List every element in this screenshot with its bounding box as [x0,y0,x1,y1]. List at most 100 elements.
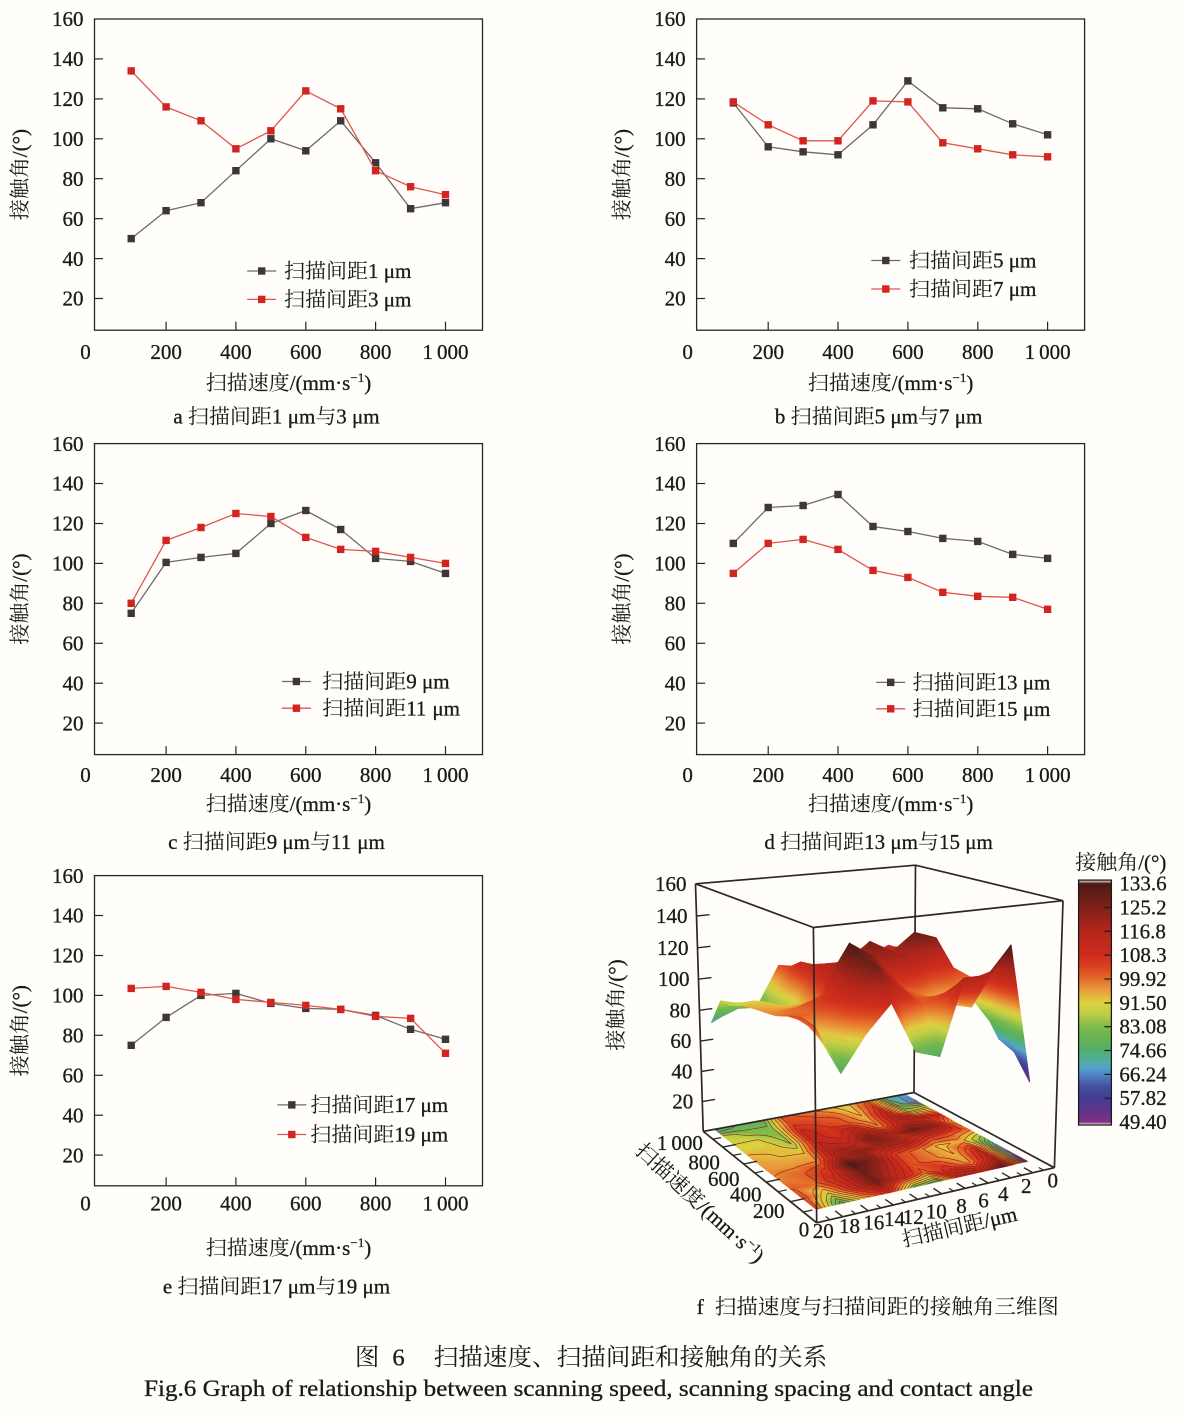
svg-text:8: 8 [956,1194,967,1218]
svg-text:600: 600 [892,763,924,787]
svg-text:d: d [764,830,775,854]
svg-text:1: 1 [1025,763,1036,787]
svg-text:120: 120 [52,87,84,111]
svg-text:/(°): /(°) [610,129,634,157]
svg-text:57.82: 57.82 [1119,1086,1166,1110]
svg-text:120: 120 [52,944,84,968]
svg-text:160: 160 [52,432,84,456]
svg-text:2: 2 [1021,1174,1032,1198]
svg-text:11: 11 [331,830,351,854]
svg-text:200: 200 [752,340,784,364]
svg-text:μm: μm [890,405,918,429]
svg-text:20: 20 [63,1143,84,1167]
svg-text:3: 3 [336,405,347,429]
svg-text:40: 40 [63,671,84,695]
svg-text:f: f [697,1295,705,1319]
svg-text:/(°): /(°) [8,553,32,581]
svg-text:0: 0 [799,1218,810,1242]
svg-text:66.24: 66.24 [1119,1062,1167,1086]
svg-text:7: 7 [993,277,1004,301]
svg-text:μm: μm [422,670,450,694]
svg-text:20: 20 [813,1219,834,1243]
svg-text:80: 80 [63,592,84,616]
svg-text:μm: μm [384,288,412,312]
svg-text:160: 160 [655,872,687,896]
svg-text:40: 40 [63,247,84,271]
svg-text:μm: μm [1023,697,1051,721]
svg-text:20: 20 [665,711,686,735]
svg-text:49.40: 49.40 [1119,1110,1166,1134]
svg-text:000: 000 [1039,340,1071,364]
svg-text:800: 800 [360,763,392,787]
svg-text:/(mm·s: /(mm·s [290,371,351,395]
svg-text:1: 1 [423,763,434,787]
svg-text:140: 140 [52,904,84,928]
svg-text:600: 600 [290,1192,322,1216]
svg-text:17: 17 [261,1275,282,1299]
svg-text:800: 800 [360,340,392,364]
svg-text:800: 800 [688,1151,720,1175]
svg-text:133.6: 133.6 [1119,872,1166,896]
svg-text:20: 20 [672,1090,693,1114]
svg-text:83.08: 83.08 [1119,1015,1166,1039]
svg-text:600: 600 [290,763,322,787]
svg-text:5: 5 [875,405,886,429]
svg-text:9: 9 [267,830,278,854]
svg-text:12: 12 [903,1205,924,1229]
svg-text:4: 4 [998,1182,1009,1206]
svg-text:0: 0 [80,1192,91,1216]
svg-text:b: b [775,405,786,429]
svg-text:160: 160 [52,864,84,888]
svg-text:−1: −1 [350,791,364,806]
svg-text:60: 60 [665,207,686,231]
svg-text:20: 20 [63,711,84,735]
svg-text:80: 80 [63,167,84,191]
svg-text:3: 3 [368,288,379,312]
svg-text:000: 000 [671,1131,703,1155]
svg-text:60: 60 [63,207,84,231]
svg-text:7: 7 [939,405,950,429]
svg-text:μm: μm [288,405,316,429]
svg-text:200: 200 [150,763,182,787]
svg-text:400: 400 [822,340,854,364]
svg-text:0: 0 [682,763,693,787]
svg-text:40: 40 [665,247,686,271]
svg-text:15: 15 [997,697,1018,721]
svg-text:/(°): /(°) [610,553,634,581]
svg-text:200: 200 [150,1192,182,1216]
svg-text:μm: μm [432,696,460,720]
svg-text:μm: μm [363,1275,391,1299]
svg-text:μm: μm [352,405,380,429]
svg-text:μm: μm [965,830,993,854]
svg-text:000: 000 [437,763,469,787]
svg-text:99.92: 99.92 [1119,967,1166,991]
svg-text:c: c [168,830,177,854]
svg-text:/(mm·s: /(mm·s [290,1236,351,1260]
svg-text:200: 200 [753,1199,785,1223]
svg-text:125.2: 125.2 [1119,896,1166,920]
svg-text:6: 6 [392,1345,404,1372]
svg-text:400: 400 [730,1182,762,1206]
svg-text:60: 60 [63,1064,84,1088]
svg-text:60: 60 [670,1029,691,1053]
svg-text:μm: μm [890,830,918,854]
svg-text:13: 13 [997,671,1018,695]
svg-text:μm: μm [1009,277,1037,301]
svg-text:40: 40 [671,1060,692,1084]
svg-text:19: 19 [336,1275,357,1299]
svg-text:80: 80 [665,167,686,191]
svg-text:140: 140 [654,472,686,496]
svg-text:13: 13 [864,830,885,854]
svg-text:/(°): /(°) [8,129,32,157]
svg-text:100: 100 [654,127,686,151]
svg-text:/(°): /(°) [604,959,628,987]
svg-text:): ) [364,371,371,395]
svg-text:/(mm·s: /(mm·s [892,792,953,816]
svg-text:80: 80 [63,1024,84,1048]
svg-text:91.50: 91.50 [1119,991,1166,1015]
svg-text:μm: μm [1023,671,1051,695]
svg-text:140: 140 [52,47,84,71]
svg-text:19: 19 [394,1123,415,1147]
svg-text:140: 140 [656,904,688,928]
svg-text:600: 600 [290,340,322,364]
